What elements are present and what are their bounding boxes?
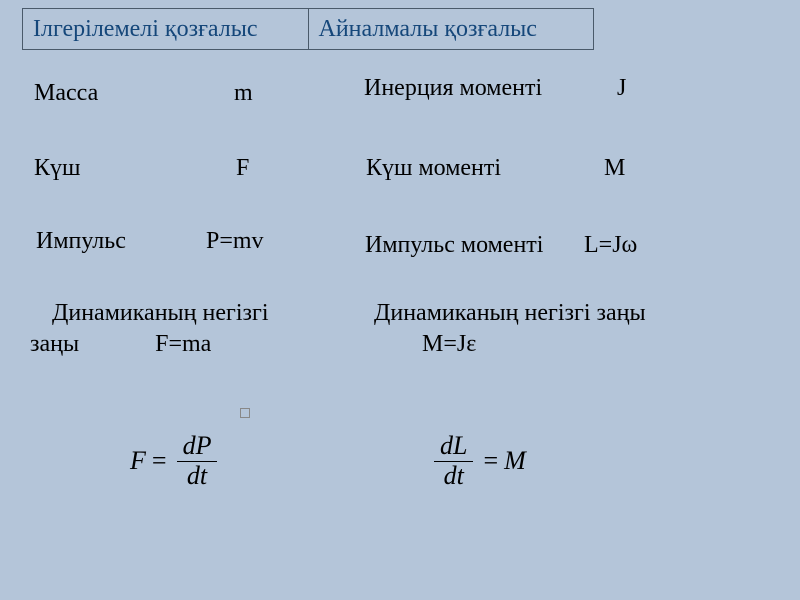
symbol-m: m — [234, 80, 253, 107]
left-row-dynamics: Динамиканың негізгі заңы F=ma — [30, 298, 320, 360]
label-dynamics-right: Динамиканың негізгі заңы — [352, 300, 646, 326]
formula-left-eq: = — [152, 446, 167, 476]
formula-left-lhs: F — [130, 446, 146, 476]
left-row-kush: Күш F — [34, 155, 294, 182]
header-right: Айналмалы қозғалыс — [309, 9, 594, 49]
formula-right-top: dL — [434, 432, 473, 462]
formula-right: dL dt = M — [430, 432, 526, 490]
formula-right-bot: dt — [438, 462, 470, 491]
formula-left-fraction: dP dt — [177, 432, 218, 490]
small-box-marker — [240, 408, 250, 418]
right-row-impulse-moment: Импульс моменті L=Jω — [365, 232, 685, 259]
header-left-text: Ілгерілемелі қозғалыс — [33, 16, 258, 43]
right-row-dynamics: Динамиканың негізгі заңы M=Jε — [352, 298, 652, 360]
label-kush: Күш — [34, 155, 236, 182]
symbol-ljw: L=Jω — [584, 232, 637, 259]
header-box: Ілгерілемелі қозғалыс Айналмалы қозғалыс — [22, 8, 594, 50]
left-row-massa: Масса m — [34, 80, 294, 107]
label-impulse-moment: Импульс моменті — [365, 232, 584, 259]
label-massa: Масса — [34, 80, 234, 107]
formula-left-top: dP — [177, 432, 218, 462]
label-kush-moment: Күш моменті — [366, 155, 604, 182]
formula-right-rhs: M — [504, 446, 526, 476]
symbol-fma: F=ma — [85, 331, 211, 357]
header-left: Ілгерілемелі қозғалыс — [23, 9, 309, 49]
symbol-m-big: M — [604, 155, 625, 182]
left-row-impulse: Импульс P=mv — [36, 228, 316, 255]
formula-right-fraction: dL dt — [434, 432, 473, 490]
formula-left-bot: dt — [181, 462, 213, 491]
symbol-f: F — [236, 155, 249, 182]
symbol-pmv: P=mv — [206, 228, 264, 255]
formula-left: F = dP dt — [130, 432, 221, 490]
label-inertia: Инерция моменті — [364, 75, 617, 102]
label-impulse: Импульс — [36, 228, 206, 255]
symbol-j: J — [617, 75, 626, 102]
header-right-text: Айналмалы қозғалыс — [319, 16, 537, 43]
right-row-kush-moment: Күш моменті M — [366, 155, 686, 182]
formula-right-eq: = — [483, 446, 498, 476]
right-row-inertia: Инерция моменті J — [364, 75, 684, 102]
symbol-mje: M=Jε — [352, 331, 476, 357]
